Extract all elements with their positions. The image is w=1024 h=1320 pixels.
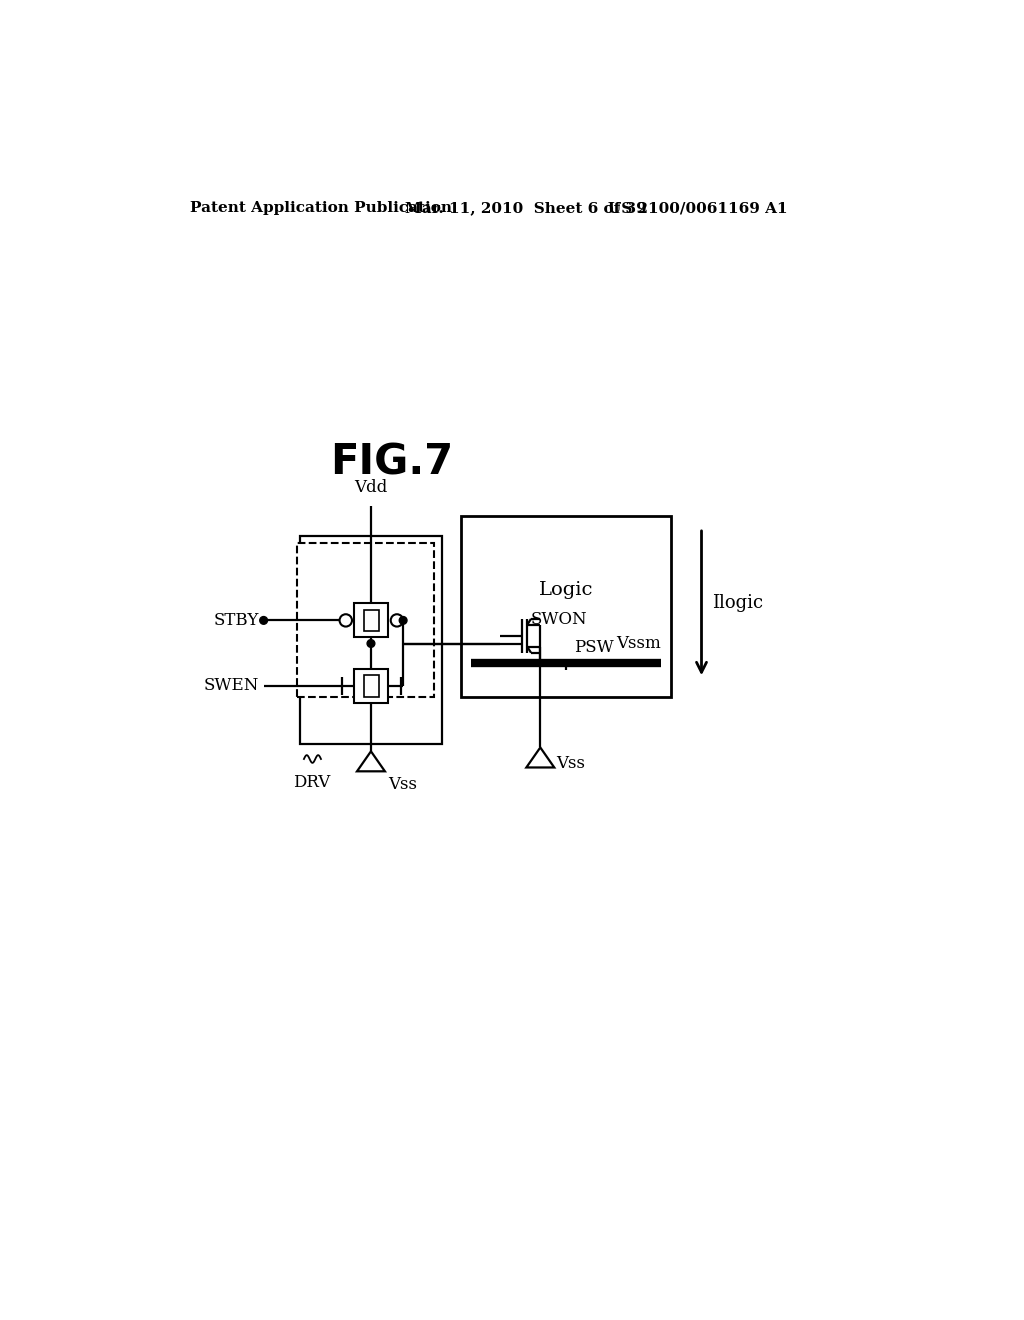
Text: Vss: Vss: [556, 755, 585, 772]
Text: PSW: PSW: [573, 639, 613, 656]
Bar: [297, 544, 434, 697]
Text: Vdd: Vdd: [354, 479, 388, 496]
Circle shape: [340, 614, 352, 627]
Text: US 2100/0061169 A1: US 2100/0061169 A1: [608, 202, 788, 215]
Text: Vss: Vss: [388, 776, 417, 793]
Polygon shape: [526, 747, 554, 767]
Bar: [354, 669, 388, 702]
Bar: [461, 516, 671, 697]
Circle shape: [260, 616, 267, 624]
Text: STBY: STBY: [214, 612, 259, 628]
Bar: [364, 675, 379, 697]
Bar: [364, 610, 379, 631]
Text: Logic: Logic: [539, 581, 593, 599]
Text: SWON: SWON: [531, 611, 588, 628]
Text: Vssm: Vssm: [616, 635, 662, 652]
Text: Patent Application Publication: Patent Application Publication: [190, 202, 452, 215]
Text: DRV: DRV: [293, 775, 331, 792]
Polygon shape: [357, 751, 385, 771]
Circle shape: [367, 640, 375, 647]
Bar: [354, 603, 388, 638]
Circle shape: [391, 614, 403, 627]
Text: Ilogic: Ilogic: [713, 594, 764, 612]
Bar: [300, 536, 442, 743]
Text: Mar. 11, 2010  Sheet 6 of 39: Mar. 11, 2010 Sheet 6 of 39: [406, 202, 647, 215]
Text: FIG.7: FIG.7: [330, 442, 454, 483]
Circle shape: [399, 616, 407, 624]
Text: SWEN: SWEN: [204, 677, 259, 694]
